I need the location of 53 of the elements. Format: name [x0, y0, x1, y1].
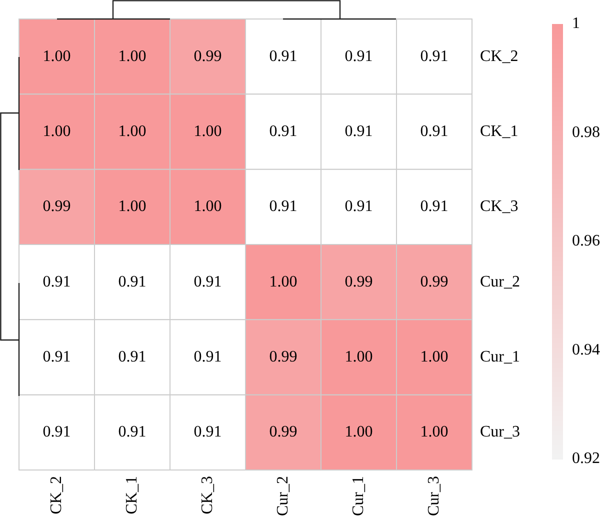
y-tick-label: CK_2 — [480, 48, 518, 65]
data-label: 0.91 — [420, 198, 448, 216]
data-label: 0.91 — [118, 424, 146, 441]
data-label: 0.91 — [420, 48, 448, 65]
x-tick-label: CK_2 — [48, 476, 65, 514]
data-label: 1.00 — [420, 348, 448, 366]
data-label: 1.00 — [42, 122, 71, 140]
data-label: 0.91 — [194, 424, 222, 441]
y-tick-label: Cur_2 — [480, 273, 520, 290]
data-label: 0.91 — [420, 122, 448, 140]
data-label: 1.00 — [194, 122, 222, 140]
data-label: 0.99 — [344, 273, 373, 290]
data-label: 0.91 — [269, 198, 298, 216]
data-label: 0.91 — [42, 273, 71, 290]
color-bar-label: 0.92 — [572, 450, 600, 468]
x-tick-label: Cur_3 — [425, 476, 442, 516]
color-bar-label: 1 — [572, 15, 580, 32]
data-label: 0.91 — [344, 122, 373, 140]
data-label: 0.91 — [118, 348, 146, 366]
data-label: 1.00 — [118, 48, 146, 65]
y-tick-label: Cur_1 — [480, 348, 520, 366]
y-tick-label: Cur_3 — [480, 424, 520, 441]
data-label: 1.00 — [194, 198, 222, 216]
data-label: 0.91 — [269, 122, 298, 140]
x-tick-label: Cur_2 — [274, 476, 292, 516]
data-label: 0.91 — [118, 273, 146, 290]
data-label: 0.91 — [344, 48, 373, 65]
color-bar-label: 0.96 — [572, 232, 600, 250]
data-label: 0.91 — [269, 48, 298, 65]
x-tick-label: CK_1 — [123, 476, 140, 514]
data-label: 0.99 — [194, 48, 222, 65]
data-label: 0.99 — [42, 198, 71, 216]
data-label: 0.91 — [194, 273, 222, 290]
data-label: 1.00 — [42, 48, 71, 65]
x-tick-label: CK_3 — [198, 476, 216, 514]
data-label: 0.99 — [269, 348, 298, 366]
data-label: 1.00 — [269, 273, 298, 290]
data-label: 1.00 — [118, 198, 146, 216]
data-label: 0.99 — [269, 424, 298, 441]
y-tick-label: CK_1 — [480, 122, 518, 140]
data-label: 1.00 — [344, 424, 373, 441]
data-label: 0.99 — [420, 273, 448, 290]
color-bar-label: 0.94 — [572, 341, 600, 358]
color-bar-label: 0.98 — [572, 124, 600, 141]
data-label: 0.91 — [194, 348, 222, 366]
data-label: 0.91 — [42, 348, 71, 366]
data-label: 1.00 — [118, 122, 146, 140]
y-tick-label: CK_3 — [480, 198, 518, 216]
data-label: 0.91 — [42, 424, 71, 441]
data-label: 1.00 — [344, 348, 373, 366]
data-label: 0.91 — [344, 198, 373, 216]
x-tick-label: Cur_1 — [350, 476, 367, 516]
data-label: 1.00 — [420, 424, 448, 441]
